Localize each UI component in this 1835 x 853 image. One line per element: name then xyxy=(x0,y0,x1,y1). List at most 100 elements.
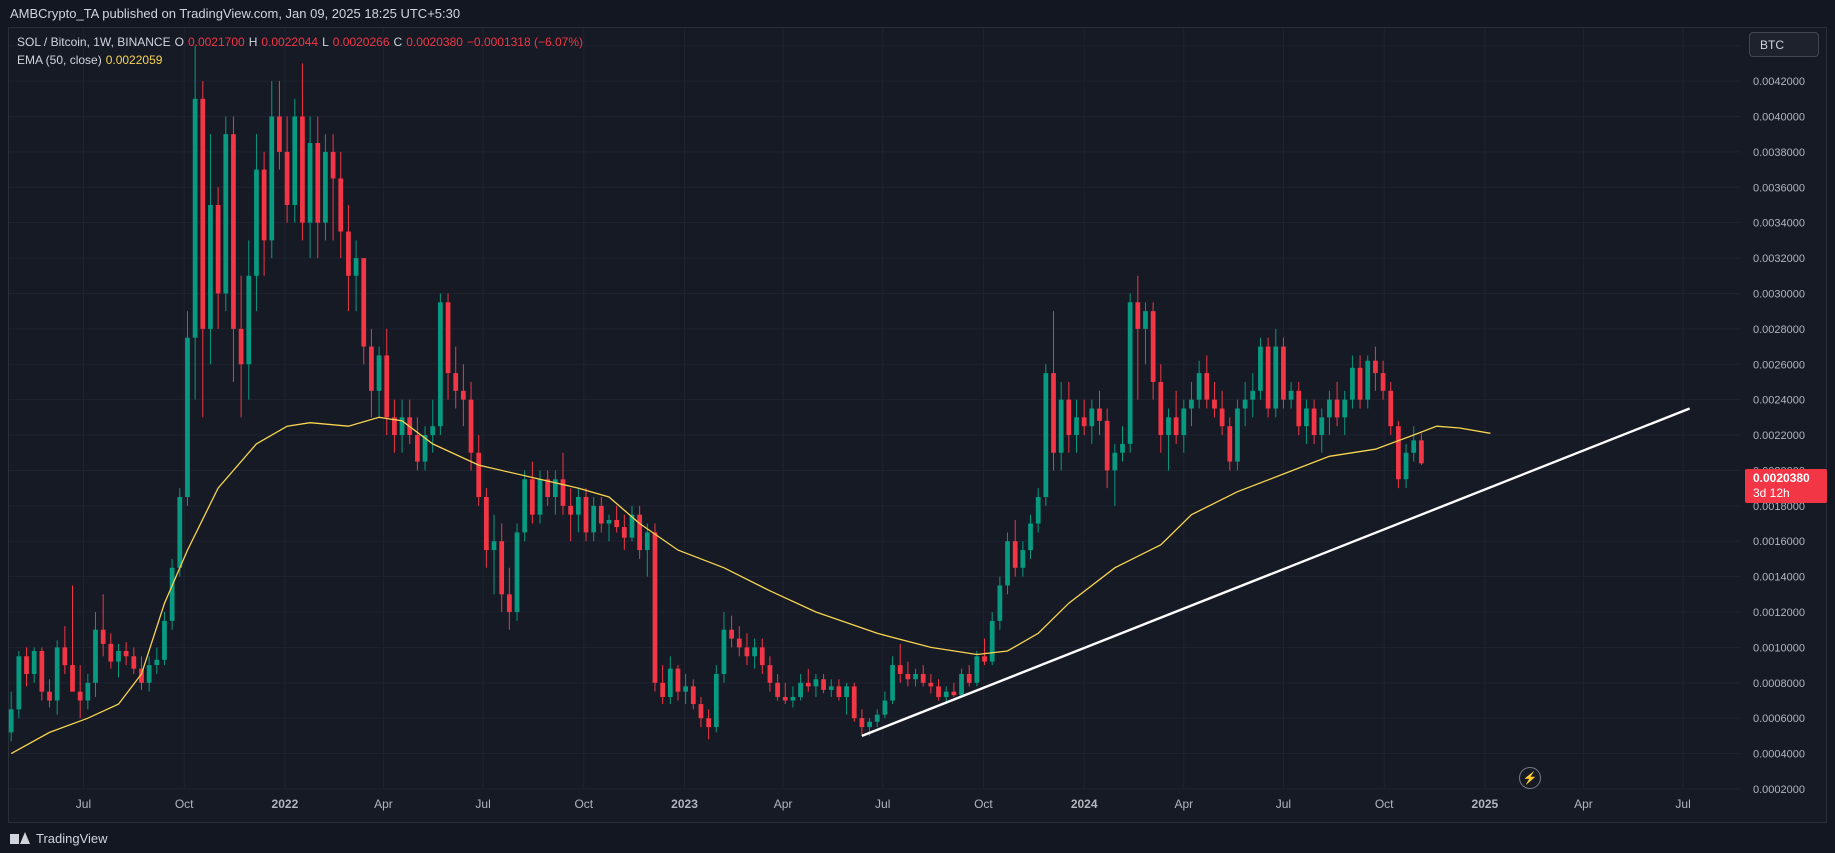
candle xyxy=(591,496,597,542)
candle-body xyxy=(591,505,597,533)
candle xyxy=(338,151,344,259)
candle-body xyxy=(1334,399,1340,418)
lightning-icon[interactable]: ⚡ xyxy=(1519,767,1541,789)
candle xyxy=(851,682,857,722)
candle-body xyxy=(660,682,666,697)
candle xyxy=(905,661,911,687)
x-tick-label: Apr xyxy=(374,797,393,811)
candle xyxy=(828,679,834,697)
candle xyxy=(31,647,37,683)
symbol-label[interactable]: SOL / Bitcoin, 1W, BINANCE xyxy=(17,35,171,49)
candle-body xyxy=(836,686,842,697)
candle xyxy=(39,647,45,701)
candle xyxy=(1350,355,1355,409)
candle-body xyxy=(736,638,742,648)
candle-body xyxy=(185,337,190,497)
candle-body xyxy=(989,620,995,662)
candle xyxy=(821,673,826,694)
candle-body xyxy=(1311,408,1317,436)
price-chart[interactable]: 0.00440000.00420000.00400000.00380000.00… xyxy=(0,0,1835,823)
low-key: L xyxy=(322,35,329,49)
candle-body xyxy=(1173,417,1179,436)
candle xyxy=(660,665,666,705)
candle-body xyxy=(277,116,282,152)
candle-body xyxy=(483,496,489,551)
time-axis[interactable]: Jul Oct 2022 Apr Jul Oct 2023 Apr Jul Oct 2024 Apr J… xyxy=(76,797,1691,811)
candle xyxy=(284,116,290,223)
candle-body xyxy=(1020,550,1026,568)
candle-body xyxy=(706,718,712,728)
price-axis[interactable]: 0.00440000.00420000.00400000.00380000.00… xyxy=(1753,41,1805,796)
candle-body xyxy=(307,143,313,223)
candle-body xyxy=(246,275,252,365)
close-key: C xyxy=(393,35,403,49)
candle xyxy=(997,576,1003,630)
candle xyxy=(154,647,160,674)
candle xyxy=(361,258,367,365)
candle-body xyxy=(752,647,757,657)
candle xyxy=(246,240,252,400)
ema-label[interactable]: EMA (50, close) xyxy=(17,53,102,67)
candle-body xyxy=(369,346,374,391)
candle-body xyxy=(100,629,106,644)
candle xyxy=(1265,337,1271,418)
bar-countdown: 3d 12h xyxy=(1753,486,1790,500)
candle xyxy=(506,567,512,630)
y-tick-label: 0.0024000 xyxy=(1753,395,1805,407)
candle-body xyxy=(729,629,734,639)
candle-body xyxy=(47,691,52,701)
candle-body xyxy=(116,650,121,662)
candle xyxy=(706,709,712,740)
x-tick-label: Oct xyxy=(175,797,194,811)
candle xyxy=(47,679,52,708)
candle xyxy=(1127,293,1133,453)
y-tick-label: 0.0026000 xyxy=(1753,359,1805,371)
candle-body xyxy=(261,169,267,241)
currency-button[interactable]: BTC xyxy=(1749,32,1819,57)
candle-body xyxy=(1081,417,1087,427)
candle xyxy=(1051,311,1056,471)
y-tick-label: 0.0004000 xyxy=(1753,749,1805,761)
candle-body xyxy=(966,673,972,683)
candle-body xyxy=(928,682,934,687)
candle xyxy=(1204,355,1210,409)
y-tick-label: 0.0030000 xyxy=(1753,288,1805,300)
candle xyxy=(261,151,267,276)
candle-body xyxy=(537,479,543,515)
candle xyxy=(399,399,405,453)
candle xyxy=(1189,381,1194,427)
candle-body xyxy=(1196,373,1202,400)
candle xyxy=(1135,275,1141,400)
candle xyxy=(575,488,581,533)
candle xyxy=(254,134,259,312)
y-tick-label: 0.0002000 xyxy=(1753,784,1805,796)
candle xyxy=(1066,381,1072,453)
candle-body xyxy=(438,302,443,427)
candle xyxy=(805,668,811,692)
candle-body xyxy=(913,673,918,680)
candle-body xyxy=(721,629,727,674)
candle-body xyxy=(415,435,420,462)
ema-legend-row[interactable]: EMA (50, close) 0.0022059 xyxy=(17,51,583,69)
candle-body xyxy=(951,691,957,696)
candle xyxy=(1028,514,1033,559)
candle-body xyxy=(1327,399,1332,418)
candle-body xyxy=(62,647,68,666)
candle-body xyxy=(522,479,528,533)
candle xyxy=(982,638,987,666)
candle-body xyxy=(315,143,321,223)
candle-body xyxy=(1097,408,1102,421)
y-tick-label: 0.0042000 xyxy=(1753,76,1805,88)
candle-body xyxy=(1411,440,1417,453)
candle-body xyxy=(330,151,336,179)
ema-series xyxy=(10,416,1491,755)
candle-body xyxy=(1304,408,1309,427)
candle-body xyxy=(606,519,612,524)
candle-body xyxy=(146,665,152,683)
candle xyxy=(384,328,390,436)
candle-body xyxy=(77,691,83,701)
trendline-drawing[interactable] xyxy=(861,407,1691,738)
candle xyxy=(920,665,926,687)
candle xyxy=(85,673,91,710)
